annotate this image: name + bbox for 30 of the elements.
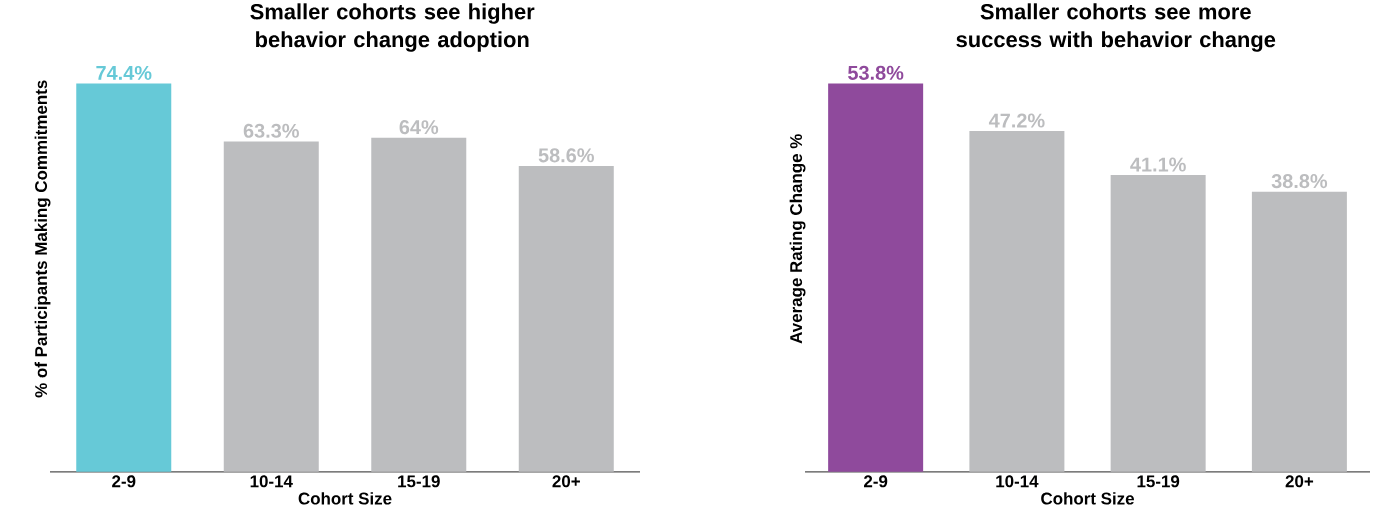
- x-tick-label: 2-9: [864, 475, 888, 488]
- bar: [828, 83, 924, 472]
- bar: [223, 141, 319, 472]
- x-tick-label: 10-14: [996, 475, 1039, 488]
- bar: [518, 166, 614, 472]
- y-axis-title: Average Rating Change %: [789, 134, 806, 344]
- chart-title: Smaller cohorts see higher behavior change adoption: [250, 3, 535, 52]
- bar: [1110, 175, 1206, 472]
- x-axis-title: Cohort Size: [298, 492, 392, 505]
- x-axis-title: Cohort Size: [1041, 492, 1134, 505]
- bar: [76, 83, 172, 472]
- data-label: 38.8%: [1271, 174, 1328, 189]
- chart-title: Smaller cohorts see more success with behavior change: [956, 3, 1276, 52]
- y-axis-title: % of Participants Making Commitments: [34, 80, 51, 398]
- data-label: 53.8%: [848, 65, 904, 81]
- x-tick-label: 15-19: [1137, 475, 1180, 488]
- data-label: 47.2%: [988, 113, 1045, 128]
- bar: [371, 137, 467, 472]
- bar: [1251, 191, 1347, 472]
- data-label: 41.1%: [1130, 157, 1186, 172]
- bar: [969, 131, 1065, 472]
- x-tick-label: 20+: [552, 475, 580, 488]
- data-label: 58.6%: [538, 148, 594, 163]
- x-tick-label: 20+: [1285, 475, 1314, 488]
- x-tick-label: 2-9: [112, 475, 136, 488]
- x-tick-label: 15-19: [398, 475, 440, 488]
- data-label: 63.3%: [243, 123, 299, 138]
- data-label: 74.4%: [96, 66, 152, 81]
- x-tick-label: 10-14: [250, 475, 293, 488]
- data-label: 64%: [399, 120, 439, 135]
